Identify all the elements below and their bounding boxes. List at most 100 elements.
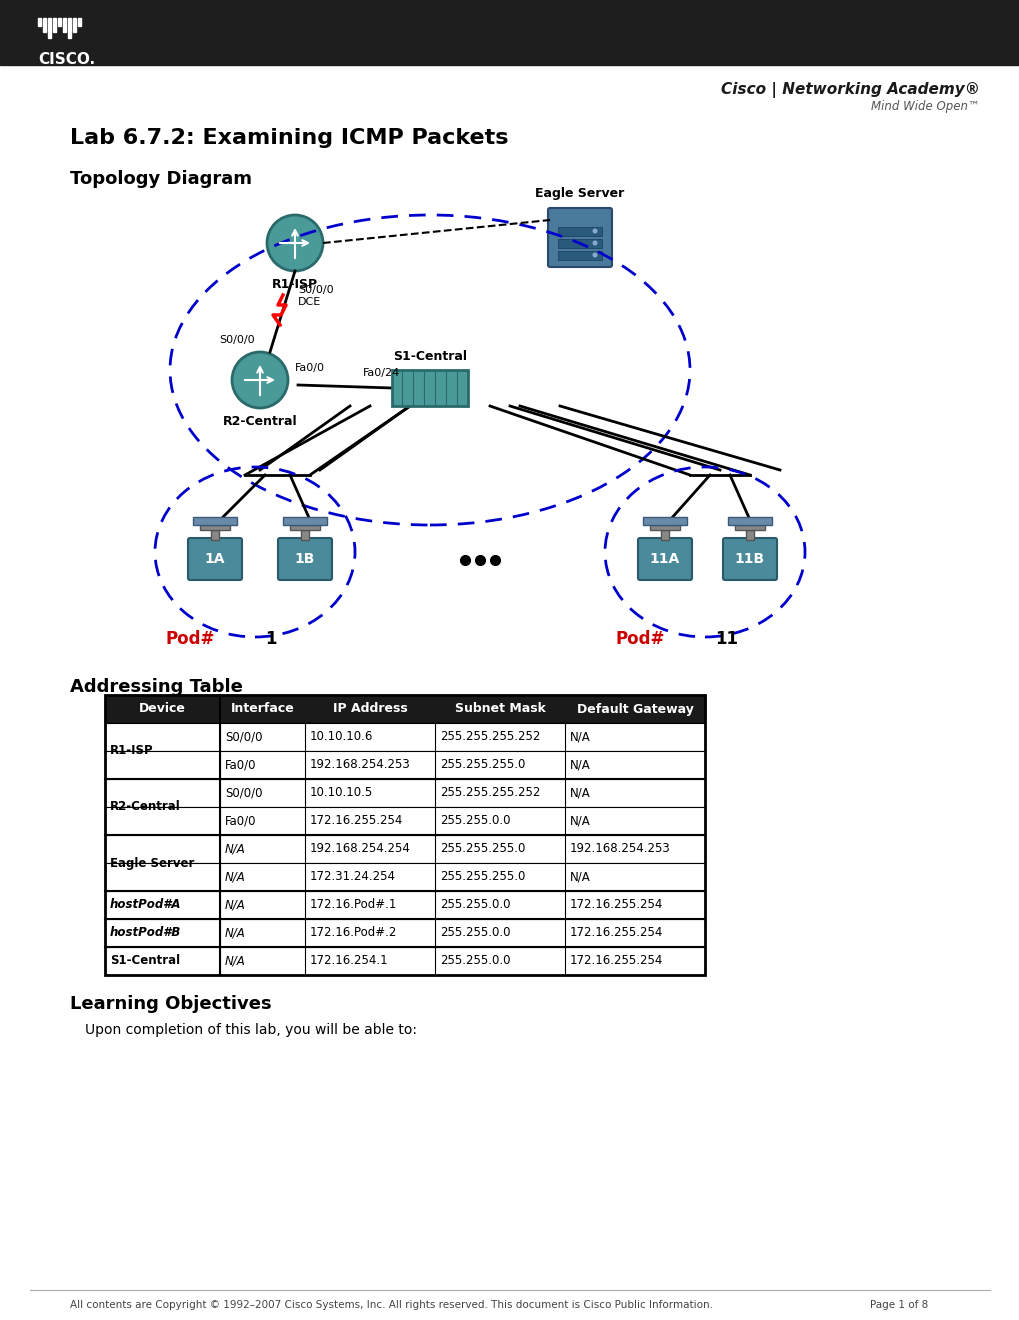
Bar: [0, 0, 1019, 65]
Bar: [73, 18, 76, 32]
Text: 172.16.254.1: 172.16.254.1: [310, 954, 388, 968]
Text: Default Gateway: Default Gateway: [576, 702, 693, 715]
Text: 255.255.0.0: 255.255.0.0: [439, 927, 510, 940]
FancyBboxPatch shape: [547, 209, 611, 267]
Text: Eagle Server: Eagle Server: [110, 857, 195, 870]
Text: Fa0/0: Fa0/0: [225, 759, 256, 771]
Bar: [53, 18, 56, 32]
Text: Fa0/0: Fa0/0: [294, 363, 325, 374]
Text: R2-Central: R2-Central: [222, 414, 297, 428]
Text: 255.255.255.252: 255.255.255.252: [439, 730, 540, 743]
Text: 1B: 1B: [294, 552, 315, 566]
Text: Page 1 of 8: Page 1 of 8: [869, 1300, 927, 1309]
Text: N/A: N/A: [570, 814, 590, 828]
Text: Fa0/0: Fa0/0: [225, 814, 256, 828]
Text: 172.16.255.254: 172.16.255.254: [570, 899, 662, 912]
Text: Device: Device: [139, 702, 185, 715]
Text: 1A: 1A: [205, 552, 225, 566]
FancyBboxPatch shape: [187, 539, 242, 579]
Bar: [735, 525, 764, 531]
Text: 172.16.255.254: 172.16.255.254: [570, 954, 662, 968]
Text: DCE: DCE: [298, 297, 321, 308]
Bar: [105, 919, 704, 946]
Bar: [105, 807, 704, 836]
Text: N/A: N/A: [225, 870, 246, 883]
Text: Pod#: Pod#: [615, 630, 664, 648]
Text: N/A: N/A: [225, 954, 246, 968]
Text: 172.16.Pod#.1: 172.16.Pod#.1: [310, 899, 397, 912]
Text: All contents are Copyright © 1992–2007 Cisco Systems, Inc. All rights reserved. : All contents are Copyright © 1992–2007 C…: [70, 1300, 712, 1309]
Bar: [660, 531, 668, 540]
Text: 172.16.255.254: 172.16.255.254: [570, 927, 662, 940]
Bar: [557, 239, 601, 248]
Text: 255.255.255.252: 255.255.255.252: [439, 787, 540, 800]
Ellipse shape: [592, 252, 597, 257]
Text: S0/0/0: S0/0/0: [219, 335, 255, 345]
Text: Interface: Interface: [230, 702, 294, 715]
Text: N/A: N/A: [570, 759, 590, 771]
Bar: [68, 18, 71, 38]
FancyBboxPatch shape: [278, 539, 331, 579]
Circle shape: [267, 215, 323, 271]
Ellipse shape: [592, 228, 597, 234]
Text: 255.255.0.0: 255.255.0.0: [439, 954, 510, 968]
Bar: [63, 18, 66, 32]
Text: R1-ISP: R1-ISP: [272, 279, 318, 290]
Text: 11: 11: [714, 630, 738, 648]
Text: 10.10.10.6: 10.10.10.6: [310, 730, 373, 743]
Text: Pod#: Pod#: [165, 630, 215, 648]
Text: 255.255.0.0: 255.255.0.0: [439, 899, 510, 912]
Text: Subnet Mask: Subnet Mask: [454, 702, 545, 715]
Bar: [48, 18, 51, 38]
Text: 172.16.Pod#.2: 172.16.Pod#.2: [310, 927, 397, 940]
Text: 192.168.254.253: 192.168.254.253: [570, 842, 671, 855]
FancyBboxPatch shape: [722, 539, 776, 579]
Bar: [282, 517, 327, 525]
Bar: [642, 517, 687, 525]
Text: Topology Diagram: Topology Diagram: [70, 170, 252, 187]
Text: CISCO.: CISCO.: [38, 51, 95, 67]
Bar: [105, 723, 704, 751]
Bar: [105, 779, 704, 807]
Text: S1-Central: S1-Central: [110, 954, 180, 968]
Text: N/A: N/A: [570, 730, 590, 743]
Text: S1-Central: S1-Central: [392, 350, 467, 363]
Bar: [105, 696, 704, 723]
Text: 255.255.255.0: 255.255.255.0: [439, 870, 525, 883]
Bar: [745, 531, 753, 540]
Text: S0/0/0: S0/0/0: [298, 285, 333, 294]
Text: Eagle Server: Eagle Server: [535, 187, 624, 201]
Bar: [289, 525, 320, 531]
Text: S0/0/0: S0/0/0: [225, 730, 262, 743]
Bar: [105, 891, 704, 919]
Bar: [77, 18, 81, 26]
Text: 255.255.255.0: 255.255.255.0: [439, 759, 525, 771]
Text: 11B: 11B: [735, 552, 764, 566]
Bar: [200, 525, 229, 531]
Text: R1-ISP: R1-ISP: [110, 744, 154, 758]
Text: N/A: N/A: [225, 899, 246, 912]
Text: hostPod#A: hostPod#A: [110, 899, 181, 912]
Text: 255.255.255.0: 255.255.255.0: [439, 842, 525, 855]
Text: R2-Central: R2-Central: [110, 800, 180, 813]
Bar: [38, 18, 41, 26]
Text: 172.16.255.254: 172.16.255.254: [310, 814, 403, 828]
Bar: [43, 18, 46, 32]
Ellipse shape: [592, 240, 597, 246]
Bar: [649, 525, 680, 531]
Text: S0/0/0: S0/0/0: [225, 787, 262, 800]
Text: IP Address: IP Address: [332, 702, 407, 715]
Text: Mind Wide Open™: Mind Wide Open™: [870, 100, 979, 114]
Bar: [211, 531, 219, 540]
Text: Lab 6.7.2: Examining ICMP Packets: Lab 6.7.2: Examining ICMP Packets: [70, 128, 508, 148]
Text: 192.168.254.253: 192.168.254.253: [310, 759, 411, 771]
Text: Learning Objectives: Learning Objectives: [70, 995, 271, 1012]
Text: 192.168.254.254: 192.168.254.254: [310, 842, 411, 855]
Text: 172.31.24.254: 172.31.24.254: [310, 870, 395, 883]
Text: 10.10.10.5: 10.10.10.5: [310, 787, 373, 800]
Circle shape: [231, 352, 287, 408]
Bar: [105, 863, 704, 891]
Text: N/A: N/A: [225, 927, 246, 940]
Text: Fa0/24: Fa0/24: [363, 368, 399, 378]
Text: hostPod#B: hostPod#B: [110, 927, 181, 940]
